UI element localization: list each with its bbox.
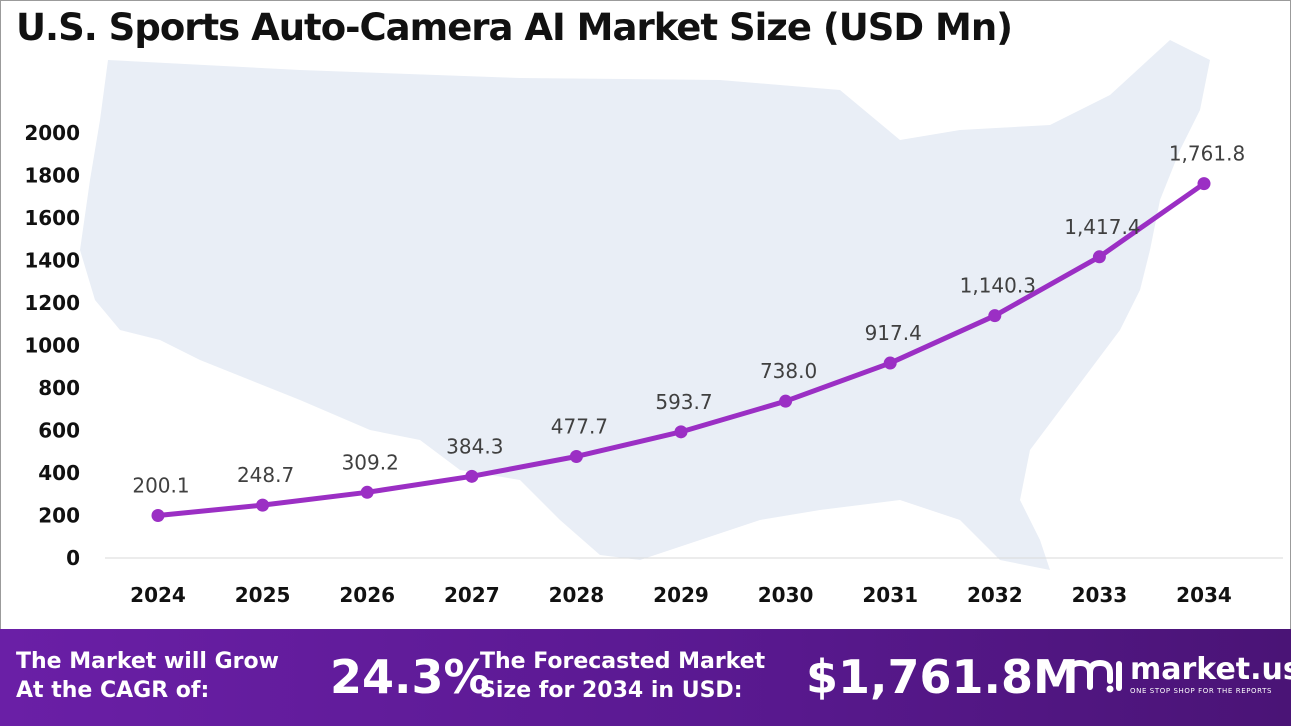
x-axis-ticks: 2024 2025 2026 2027 2028 2029 2030 2031 2032 2033… bbox=[130, 583, 1232, 607]
brand[interactable]: market.us ONE STOP SHOP FOR THE REPORTS bbox=[1066, 653, 1291, 703]
x-tick-label: 2027 bbox=[444, 583, 500, 607]
brand-tagline: ONE STOP SHOP FOR THE REPORTS bbox=[1130, 687, 1273, 695]
x-tick-label: 2028 bbox=[549, 583, 605, 607]
x-tick-label: 2025 bbox=[235, 583, 291, 607]
footer-banner: The Market will Grow At the CAGR of: 24.… bbox=[0, 629, 1291, 726]
data-label: 738.0 bbox=[760, 359, 817, 383]
data-label: 200.1 bbox=[132, 473, 189, 497]
x-tick-label: 2026 bbox=[339, 583, 395, 607]
y-tick-label: 1000 bbox=[24, 334, 80, 358]
data-point bbox=[569, 449, 583, 463]
y-tick-label: 1600 bbox=[24, 206, 80, 230]
cagr-label: The Market will Grow At the CAGR of: bbox=[16, 647, 316, 705]
cagr-label-line2: At the CAGR of: bbox=[16, 678, 210, 703]
data-label: 384.3 bbox=[446, 434, 503, 458]
us-map-silhouette bbox=[80, 40, 1210, 570]
data-point bbox=[151, 508, 165, 522]
y-tick-label: 400 bbox=[38, 461, 80, 485]
cagr-label-line1: The Market will Grow bbox=[16, 649, 279, 674]
y-tick-label: 1200 bbox=[24, 291, 80, 315]
forecast-label: The Forecasted Market Size for 2034 in U… bbox=[480, 647, 790, 705]
data-point bbox=[779, 394, 793, 408]
chart-plot: 0 200 400 600 800 1000 1200 1400 1600 1800 2000 20… bbox=[24, 40, 1283, 607]
x-tick-label: 2032 bbox=[967, 583, 1023, 607]
data-point bbox=[256, 498, 270, 512]
forecast-label-line2: Size for 2034 in USD: bbox=[480, 678, 743, 703]
data-label: 1,761.8 bbox=[1169, 142, 1245, 166]
x-tick-label: 2031 bbox=[862, 583, 918, 607]
data-point bbox=[674, 425, 688, 439]
y-tick-label: 600 bbox=[38, 419, 80, 443]
data-label: 248.7 bbox=[237, 463, 294, 487]
x-tick-label: 2029 bbox=[653, 583, 709, 607]
data-label: 477.7 bbox=[551, 414, 608, 438]
us-map-background bbox=[80, 40, 1210, 570]
x-tick-label: 2030 bbox=[758, 583, 814, 607]
brand-name: market.us bbox=[1130, 652, 1291, 687]
forecast-label-line1: The Forecasted Market bbox=[480, 649, 766, 674]
data-label: 593.7 bbox=[655, 390, 712, 414]
data-labels: 200.1 248.7 309.2 384.3 477.7 593.7 738.0 917.4… bbox=[132, 142, 1245, 498]
data-point bbox=[988, 309, 1002, 323]
data-point bbox=[1197, 177, 1211, 191]
x-tick-label: 2034 bbox=[1176, 583, 1232, 607]
data-label: 309.2 bbox=[342, 450, 399, 474]
y-axis-ticks: 0 200 400 600 800 1000 1200 1400 1600 1800 2000 bbox=[24, 121, 80, 570]
x-tick-label: 2024 bbox=[130, 583, 186, 607]
data-point bbox=[465, 469, 479, 483]
y-tick-label: 200 bbox=[38, 504, 80, 528]
y-tick-label: 1800 bbox=[24, 164, 80, 188]
forecast-value: $1,761.8M bbox=[806, 650, 1079, 704]
data-label: 917.4 bbox=[865, 321, 922, 345]
market-us-logo-icon bbox=[1067, 659, 1122, 693]
y-tick-label: 800 bbox=[38, 376, 80, 400]
data-label: 1,417.4 bbox=[1064, 215, 1140, 239]
data-point bbox=[883, 356, 897, 370]
cagr-value: 24.3% bbox=[330, 650, 490, 704]
y-tick-label: 1400 bbox=[24, 249, 80, 273]
x-tick-label: 2033 bbox=[1072, 583, 1128, 607]
chart-title: U.S. Sports Auto-Camera AI Market Size (… bbox=[16, 6, 1013, 49]
y-tick-label: 2000 bbox=[24, 121, 80, 145]
data-point bbox=[1092, 250, 1106, 264]
data-label: 1,140.3 bbox=[960, 274, 1036, 298]
data-point bbox=[360, 485, 374, 499]
series-markers bbox=[151, 177, 1211, 522]
y-tick-label: 0 bbox=[66, 546, 80, 570]
